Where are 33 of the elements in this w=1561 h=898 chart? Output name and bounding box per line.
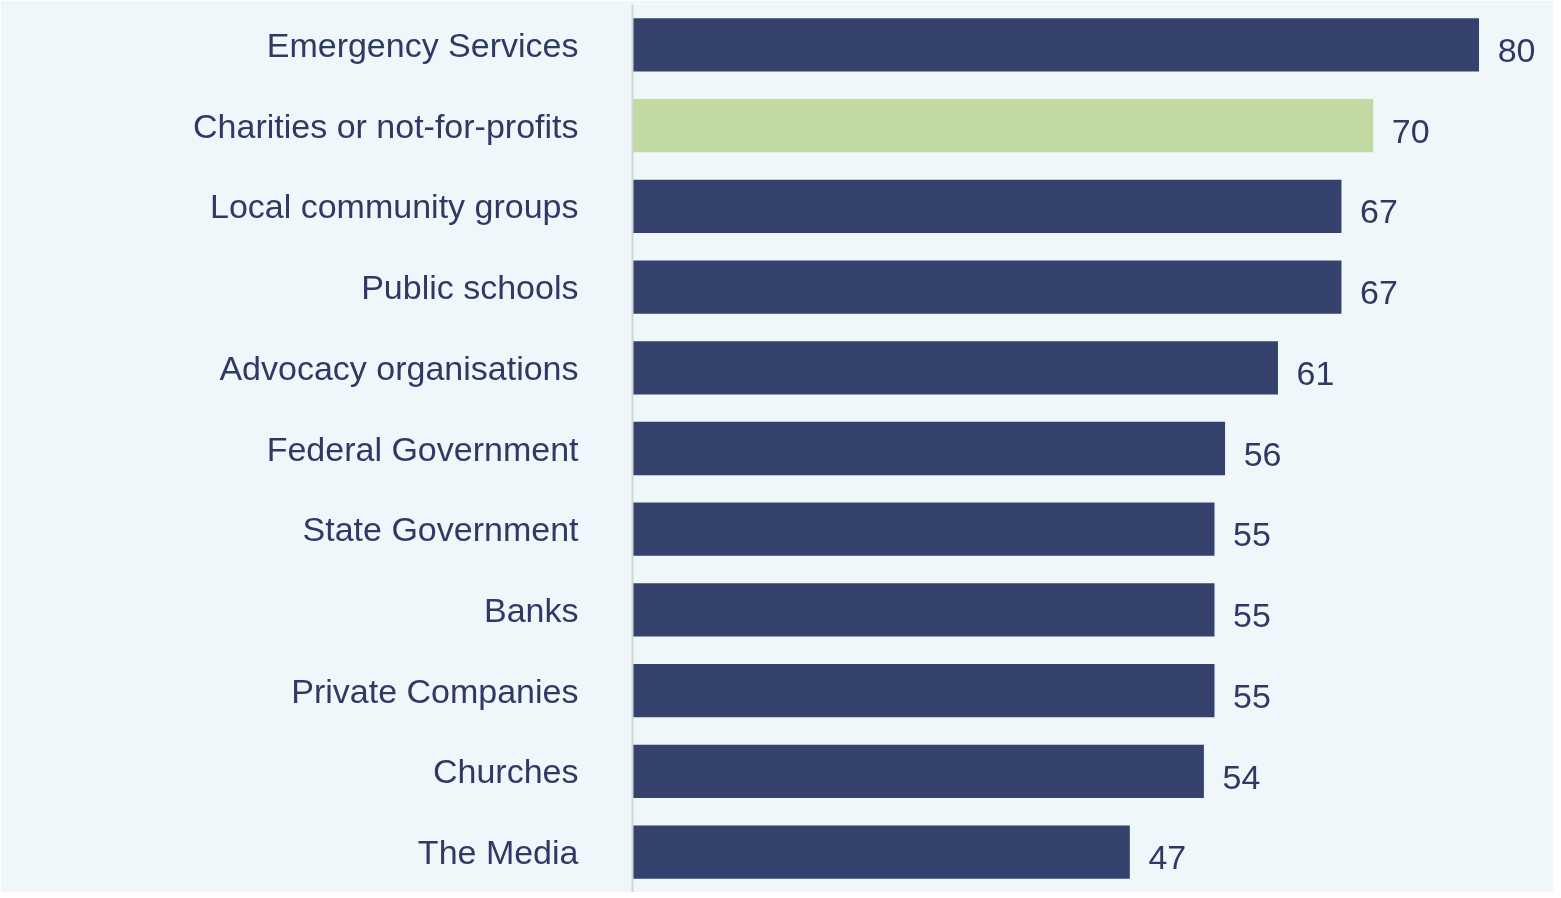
bar (632, 260, 1342, 314)
data-label: 70 (1391, 111, 1430, 150)
y-tick-label: Advocacy organisations (219, 348, 579, 387)
y-tick-label: Churches (432, 752, 579, 791)
bar (632, 583, 1215, 637)
bar (632, 18, 1480, 72)
data-label: 54 (1222, 757, 1261, 796)
bar (632, 341, 1278, 395)
y-tick-label: Charities or not-for-profits (193, 106, 579, 145)
data-label: 47 (1148, 838, 1187, 877)
bar (632, 825, 1130, 879)
data-label: 61 (1296, 353, 1335, 392)
y-tick-label: Emergency Services (266, 25, 579, 64)
data-label: 55 (1233, 515, 1271, 554)
bar (632, 98, 1374, 153)
data-label: 56 (1243, 434, 1282, 473)
data-label: 67 (1360, 273, 1398, 312)
data-label: 55 (1233, 676, 1271, 715)
y-tick-label: Banks (484, 590, 579, 629)
bar (632, 421, 1226, 476)
y-tick-label: Public schools (361, 268, 579, 307)
data-label: 80 (1497, 31, 1536, 70)
y-tick-label: Private Companies (291, 671, 579, 710)
y-tick-label: State Government (302, 510, 580, 549)
data-label: 55 (1233, 596, 1271, 635)
y-tick-label: Local community groups (210, 187, 579, 226)
y-tick-label: The Media (417, 833, 579, 872)
bar (632, 744, 1204, 799)
data-label: 67 (1360, 192, 1398, 231)
bar (632, 179, 1342, 233)
y-tick-label: Federal Government (266, 429, 580, 468)
bar (632, 502, 1215, 556)
bar (632, 664, 1215, 718)
